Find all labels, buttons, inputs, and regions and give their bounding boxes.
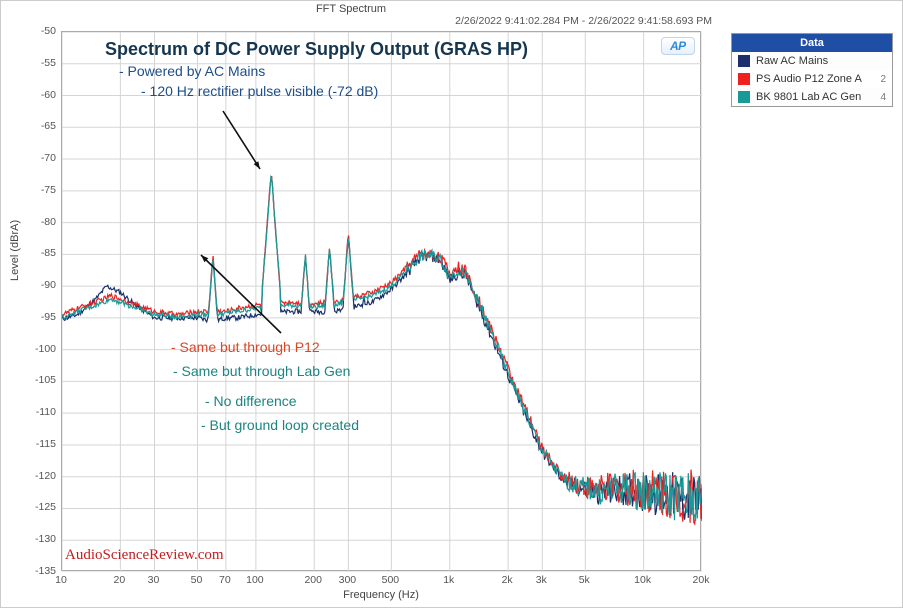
legend-item[interactable]: Raw AC Mains [732,52,892,70]
x-tick: 300 [327,574,367,586]
y-tick: -60 [1,89,56,101]
annotation: - No difference [205,393,297,409]
x-tick: 100 [235,574,275,586]
x-tick: 10 [41,574,81,586]
y-tick: -115 [1,438,56,450]
y-tick: -50 [1,25,56,37]
x-tick: 30 [134,574,174,586]
x-tick: 10k [623,574,663,586]
y-axis-label: Level (dBrA) [9,220,21,281]
legend-label: BK 9801 Lab AC Gen [756,91,861,103]
y-tick: -125 [1,501,56,513]
chart-main-title: Spectrum of DC Power Supply Output (GRAS… [105,39,528,60]
legend-header: Data [732,34,892,52]
x-tick: 1k [429,574,469,586]
trace-3 [62,177,702,521]
y-tick: -130 [1,533,56,545]
plot-svg [62,32,702,572]
y-tick: -55 [1,57,56,69]
x-tick: 500 [370,574,410,586]
y-tick: -65 [1,120,56,132]
legend-label: PS Audio P12 Zone A [756,73,862,85]
y-tick: -110 [1,406,56,418]
annotation: - But ground loop created [201,417,359,433]
annotation: - Same but through P12 [171,339,320,355]
annotation: - Same but through Lab Gen [173,363,350,379]
annotation: - Powered by AC Mains [119,63,265,79]
y-tick: -70 [1,152,56,164]
y-tick: -75 [1,184,56,196]
ap-logo: AP [661,37,695,55]
chart-container: FFT Spectrum 2/26/2022 9:41:02.284 PM - … [0,0,903,608]
legend: Data Raw AC Mains PS Audio P12 Zone A 2 BK … [731,33,893,107]
y-tick: -105 [1,374,56,386]
legend-label: Raw AC Mains [756,55,828,67]
plot-area [61,31,701,571]
legend-index: 4 [880,92,886,103]
y-tick: -100 [1,343,56,355]
legend-swatch [738,73,750,85]
fft-title: FFT Spectrum [1,3,701,15]
legend-item[interactable]: PS Audio P12 Zone A 2 [732,70,892,88]
y-tick: -95 [1,311,56,323]
x-axis-label: Frequency (Hz) [61,589,701,601]
legend-items: Raw AC Mains PS Audio P12 Zone A 2 BK 9801 … [732,52,892,106]
x-tick: 5k [564,574,604,586]
y-tick: -120 [1,470,56,482]
legend-item[interactable]: BK 9801 Lab AC Gen 4 [732,88,892,106]
annotation: - 120 Hz rectifier pulse visible (-72 dB… [141,83,378,99]
legend-index: 2 [880,74,886,85]
x-tick: 20k [681,574,721,586]
timestamp: 2/26/2022 9:41:02.284 PM - 2/26/2022 9:4… [455,15,712,27]
x-tick: 3k [521,574,561,586]
watermark: AudioScienceReview.com [65,547,224,564]
legend-swatch [738,91,750,103]
legend-swatch [738,55,750,67]
